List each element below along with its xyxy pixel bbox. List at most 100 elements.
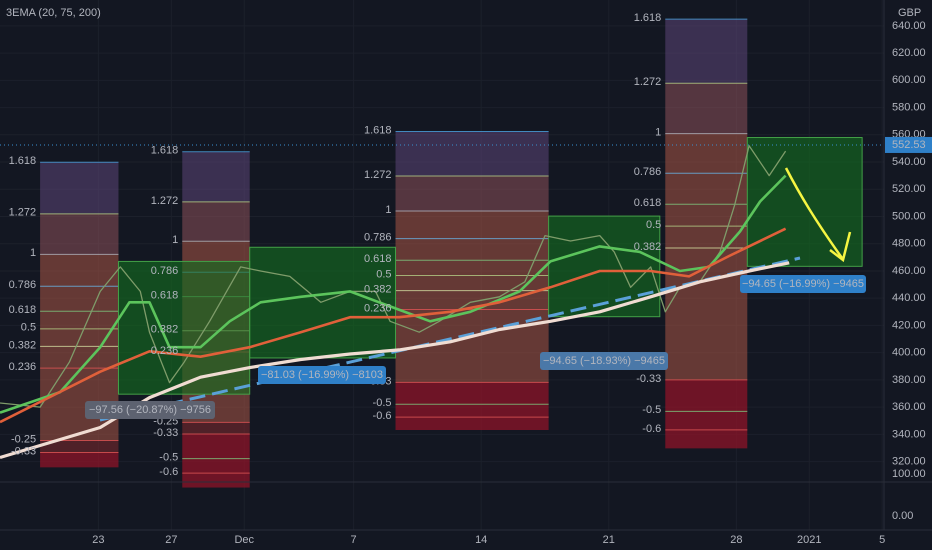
fib-band	[40, 286, 119, 312]
fib-label: 1	[30, 247, 36, 259]
fib-label: 0.382	[364, 284, 392, 296]
fib-label: 1	[172, 234, 178, 246]
y-tick-label: 440.00	[892, 292, 926, 304]
last-price-label: 552.53	[892, 139, 926, 151]
fib-band	[665, 133, 748, 174]
fib-band	[665, 379, 748, 412]
fib-band	[395, 176, 549, 212]
series	[0, 144, 884, 460]
fib-label: 0.382	[151, 324, 179, 336]
fib-label: -0.6	[642, 423, 661, 435]
fib-label: 0.5	[646, 219, 661, 231]
x-tick-label: 14	[475, 534, 487, 546]
y-tick-label: 640.00	[892, 20, 926, 32]
fib-band	[395, 404, 549, 418]
measure-label: −94.65 (−16.99%) −9465	[742, 278, 864, 290]
x-tick-label: 21	[603, 534, 615, 546]
fib-band	[40, 213, 119, 255]
fib-band	[40, 440, 119, 453]
indicator-title: 3EMA (20, 75, 200)	[6, 7, 101, 19]
fib-band	[395, 382, 549, 405]
lower-tick-label: 0.00	[892, 510, 913, 522]
y-tick-label: 420.00	[892, 319, 926, 331]
x-tick-label: 23	[92, 534, 104, 546]
fib-band	[665, 83, 748, 134]
fib-label: 1.618	[634, 12, 662, 24]
fib-band	[665, 411, 748, 430]
y-tick-label: 460.00	[892, 265, 926, 277]
fib-band	[40, 254, 119, 287]
y-tick-label: 360.00	[892, 401, 926, 413]
fib-band	[665, 204, 748, 227]
fib-band	[665, 429, 748, 449]
fib-label: 0.618	[634, 197, 662, 209]
fib-band	[395, 238, 549, 261]
measure-label: −97.56 (−20.87%) −9756	[89, 404, 211, 416]
fib-label: 0.382	[9, 339, 37, 351]
fib-label: 0.618	[151, 290, 179, 302]
measure-label: −81.03 (−16.99%) −8103	[261, 369, 383, 381]
fib-label: 1	[655, 126, 661, 138]
fib-label: 1.618	[9, 155, 37, 167]
fib-band	[395, 275, 549, 291]
measure-label: −94.65 (−18.93%) −9465	[543, 355, 665, 367]
range-box	[117, 260, 251, 395]
y-tick-label: 480.00	[892, 238, 926, 250]
fib-band	[182, 473, 250, 488]
series-line	[0, 227, 787, 424]
fib-label: 0.786	[9, 279, 37, 291]
labels: 1.6181.27210.7860.6180.50.3820.236-0.25-…	[9, 12, 866, 478]
fib-label: 0.618	[364, 253, 392, 265]
last-price-tag	[885, 136, 932, 153]
fib-label: 0.618	[9, 304, 37, 316]
fib-label: -0.5	[642, 404, 661, 416]
fib-band	[395, 131, 549, 177]
fib-label: 1.618	[151, 145, 179, 157]
fib-band	[395, 211, 549, 239]
fib-band	[40, 162, 119, 214]
y-tick-label: 520.00	[892, 183, 926, 195]
fib-label: 0.236	[151, 345, 179, 357]
fib-band	[40, 328, 119, 347]
y-tick-label: 540.00	[892, 156, 926, 168]
fib-label: -0.25	[11, 433, 36, 445]
fib-band	[395, 417, 549, 431]
trend-line	[99, 256, 801, 422]
measure-box	[258, 366, 386, 384]
fib-label: -0.33	[636, 373, 661, 385]
y-tick-label: 340.00	[892, 428, 926, 440]
fib-band	[40, 346, 119, 369]
y-tick-label: 500.00	[892, 210, 926, 222]
fib-label: 1.272	[364, 169, 392, 181]
y-tick-label: 580.00	[892, 101, 926, 113]
x-tick-label: 5	[879, 534, 885, 546]
fib-label: 0.786	[364, 232, 392, 244]
fib-band	[182, 151, 250, 202]
fib-label: -0.33	[11, 445, 36, 457]
fib-label: 0.5	[376, 268, 391, 280]
arrow-head	[829, 231, 852, 263]
fib-band	[182, 433, 250, 459]
fib-label: 1	[385, 204, 391, 216]
fib-label: 0.382	[634, 241, 662, 253]
fib-band	[665, 173, 748, 205]
fib-label: 1.272	[151, 195, 179, 207]
y-tick-label: 380.00	[892, 374, 926, 386]
fib-label: -0.5	[373, 397, 392, 409]
series-line	[0, 261, 790, 460]
fib-band	[665, 19, 748, 84]
measure-box	[740, 275, 866, 293]
fib-band	[395, 260, 549, 276]
fib-band	[182, 458, 250, 474]
fib-band	[40, 452, 119, 468]
fib-band	[182, 422, 250, 434]
x-tick-label: 7	[351, 534, 357, 546]
y-tick-label: 600.00	[892, 74, 926, 86]
fib-label: 0.786	[634, 166, 662, 178]
measure-box	[85, 401, 215, 419]
fib-label: 0.786	[151, 265, 179, 277]
x-tick-label: 2021	[797, 534, 821, 546]
y-tick-label: 320.00	[892, 455, 926, 467]
